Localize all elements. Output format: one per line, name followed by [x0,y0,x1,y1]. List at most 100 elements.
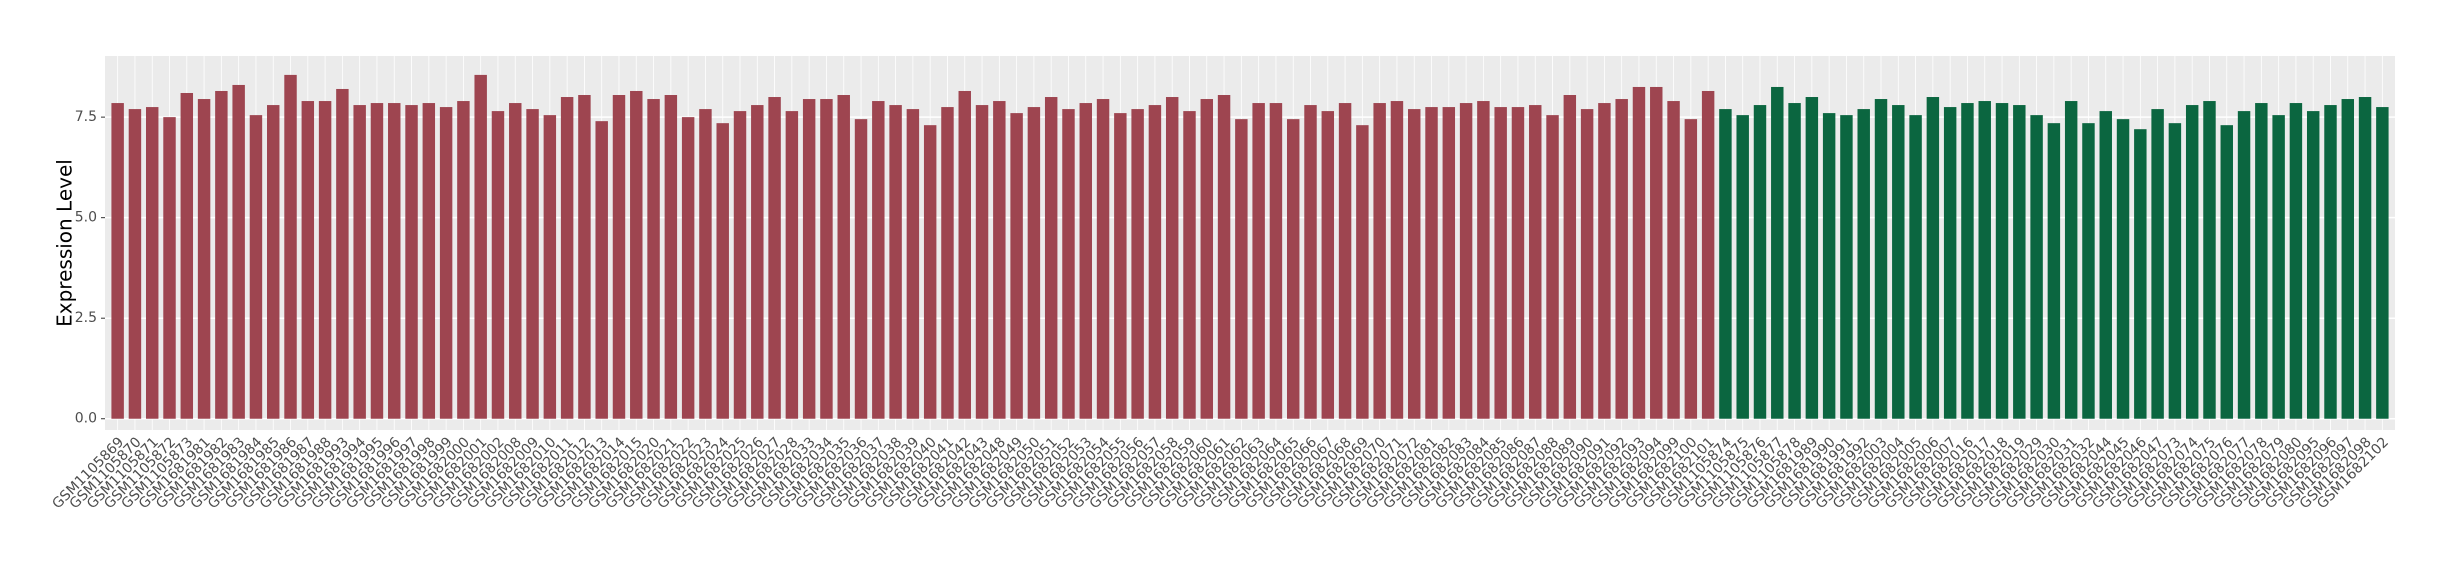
bar [2082,123,2095,419]
bar [2237,111,2251,419]
bar [2272,115,2285,419]
bar [1269,103,1283,419]
bar [630,90,643,419]
bar [1632,86,1646,419]
bar [647,99,660,419]
bar [1615,99,1628,419]
bar [1235,119,1248,419]
bar [543,115,557,419]
bar [267,105,280,419]
bar [975,105,989,419]
bar [370,103,384,419]
bar [1252,103,1265,419]
bar [1408,109,1421,419]
bar [1719,109,1732,419]
bar [439,107,453,419]
bar [2168,123,2182,419]
bar [2220,125,2233,419]
bar [491,111,505,419]
bar [1373,103,1386,419]
bar [215,90,228,419]
bar [1200,99,1214,419]
bar [1667,101,1680,419]
bar [1926,97,1940,419]
bar [1096,99,1110,419]
bar [1822,113,1836,419]
bar [1995,103,2009,419]
bar [1442,107,1456,419]
bar [2289,103,2303,419]
bar [526,109,539,419]
bar [2099,111,2112,419]
bar [2376,107,2389,419]
bar [1684,119,1698,419]
bar [578,95,591,419]
y-tick-label: 0.0 [75,411,97,427]
bar [1771,86,1784,419]
bar [2047,123,2061,419]
y-tick-label: 2.5 [75,310,97,326]
bar [2324,105,2337,419]
bar [681,117,695,419]
bar [751,105,764,419]
bar [249,115,263,419]
bar [353,105,366,419]
bar [1529,105,1542,419]
bar [595,121,608,419]
bar [1459,103,1473,419]
bar [284,74,297,419]
bar [1840,115,1853,419]
bar [2030,115,2043,419]
bar [2185,105,2199,419]
bar [509,103,522,419]
bar [405,105,418,419]
bar [1131,109,1144,419]
bar [1546,115,1559,419]
bar [2116,119,2130,419]
bar [993,101,1006,419]
bar [1598,103,1611,419]
bar [820,99,833,419]
y-axis-label: Expression Level [53,159,77,327]
bar [388,103,401,419]
bar [958,90,971,419]
bar [2013,105,2026,419]
bar [232,84,245,419]
bar [1943,107,1957,419]
bar [854,119,868,419]
bar [457,101,470,419]
bar [699,109,712,419]
bar [163,117,176,419]
bar [1183,111,1196,419]
bar [1701,90,1715,419]
bar [1909,115,1922,419]
bar [2151,109,2164,419]
bar [560,97,574,419]
bar [1736,115,1749,419]
bar [664,95,678,419]
bar [145,107,159,419]
y-tick-label: 5.0 [75,210,97,226]
bar [1356,125,1369,419]
bar [1165,97,1179,419]
bar [1857,109,1870,419]
bar [2134,129,2147,419]
bar [336,88,349,419]
bar [1286,119,1300,419]
bar [1044,97,1058,419]
bar [941,107,954,419]
bar [180,92,194,419]
bar [906,109,920,419]
bar [1874,99,1888,419]
bar [1114,113,1127,419]
bar [716,123,729,419]
bar [1010,113,1023,419]
y-tick-label: 7.5 [75,109,97,125]
bar [785,111,799,419]
bar [612,95,626,419]
bar [923,125,937,419]
bar [1805,97,1819,419]
bar [1338,103,1352,419]
bar [802,99,816,419]
